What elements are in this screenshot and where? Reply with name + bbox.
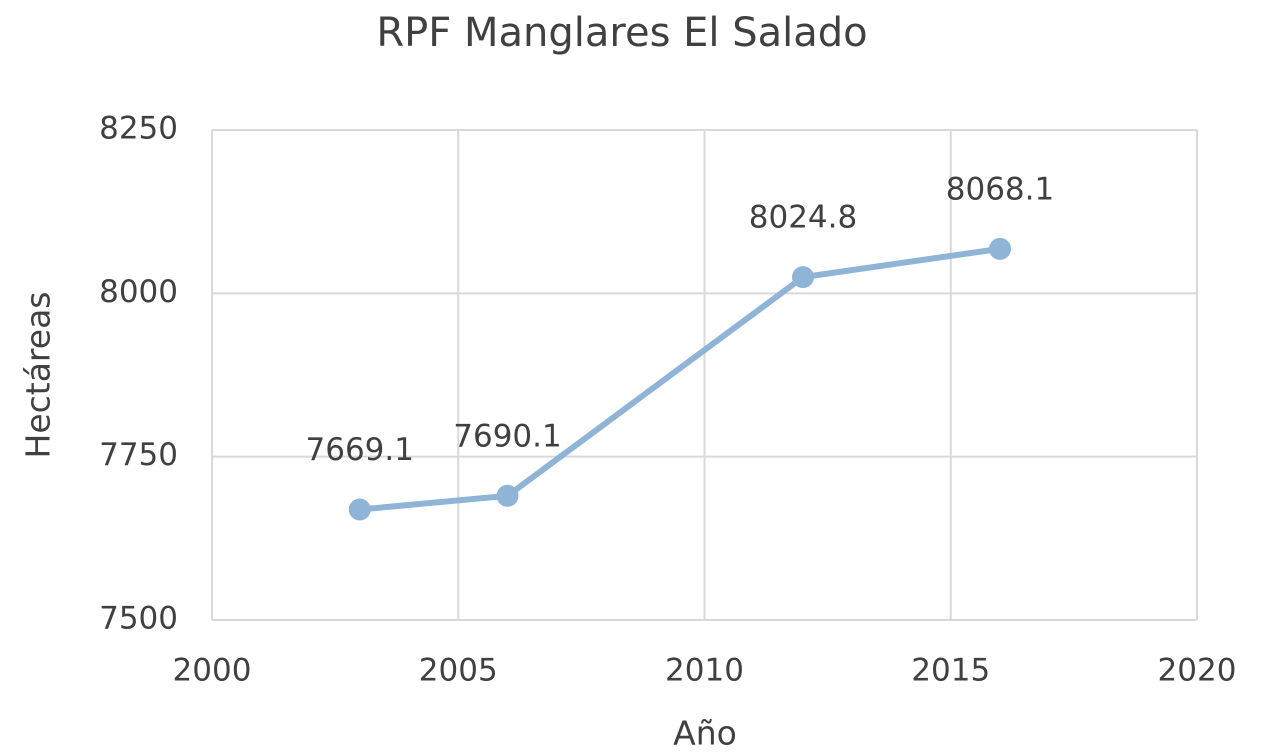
x-tick-label: 2000 bbox=[173, 653, 252, 689]
data-label: 7690.1 bbox=[453, 418, 561, 454]
x-tick-label: 2005 bbox=[419, 653, 498, 689]
point bbox=[348, 498, 371, 521]
chart-title: RPF Manglares El Salado bbox=[376, 10, 867, 56]
y-axis-label: Hectáreas bbox=[19, 292, 58, 459]
data-label: 8024.8 bbox=[749, 200, 857, 236]
data-label: 7669.1 bbox=[306, 432, 414, 468]
y-tick-label: 8250 bbox=[99, 111, 178, 147]
data-label: 8068.1 bbox=[946, 171, 1054, 207]
point bbox=[989, 237, 1011, 260]
x-tick-label: 2020 bbox=[1158, 653, 1237, 689]
x-tick-label: 2010 bbox=[665, 653, 744, 689]
x-tick-label: 2015 bbox=[911, 653, 990, 689]
y-tick-label: 7500 bbox=[99, 601, 178, 637]
x-axis-label: Año bbox=[673, 714, 737, 753]
point bbox=[792, 266, 814, 289]
y-tick-label: 8000 bbox=[99, 274, 178, 310]
line bbox=[359, 245, 1001, 513]
point bbox=[496, 484, 519, 507]
y-tick-label: 7750 bbox=[99, 437, 178, 473]
